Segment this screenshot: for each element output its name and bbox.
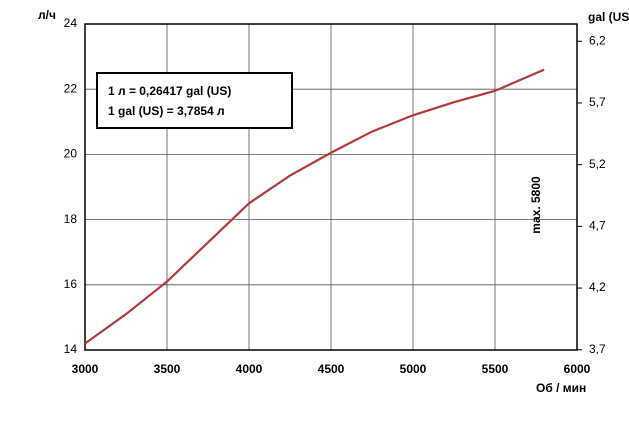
y2-axis-label: gal (US (588, 10, 629, 24)
y2-tick-label: 4,2 (589, 280, 606, 294)
x-tick-label: 5500 (482, 362, 509, 376)
data-line (84, 68, 545, 345)
annotation: max. 5800 (529, 176, 543, 234)
y2-tick-label: 4,7 (589, 219, 606, 233)
x-tick-label: 4000 (236, 362, 263, 376)
y-tick-label: 18 (64, 212, 78, 226)
y2-tick-label: 6,2 (589, 33, 606, 47)
plot-frame (84, 23, 578, 351)
y-tick-label: 14 (64, 342, 78, 356)
y-tick-label: 22 (64, 81, 78, 95)
x-tick-label: 3500 (154, 362, 181, 376)
annotation: 1 gal (US) = 3,7854 л (108, 104, 225, 118)
x-tick-label: 6000 (564, 362, 591, 376)
y-tick-label: 16 (64, 277, 78, 291)
y-tick-label: 24 (64, 16, 78, 30)
x-tick-label: 3000 (72, 362, 99, 376)
x-tick-label: 4500 (318, 362, 345, 376)
y2-tick-label: 3,7 (589, 342, 606, 356)
x-axis-label: Об / мин (536, 381, 586, 395)
y-axis-label: л/ч (38, 8, 56, 22)
y2-tick-label: 5,2 (589, 157, 606, 171)
x-tick-label: 5000 (400, 362, 427, 376)
y2-tick-label: 5,7 (589, 95, 606, 109)
y-tick-label: 20 (64, 147, 78, 161)
annotation-box (96, 72, 293, 129)
annotation: 1 л = 0,26417 gal (US) (108, 84, 231, 98)
